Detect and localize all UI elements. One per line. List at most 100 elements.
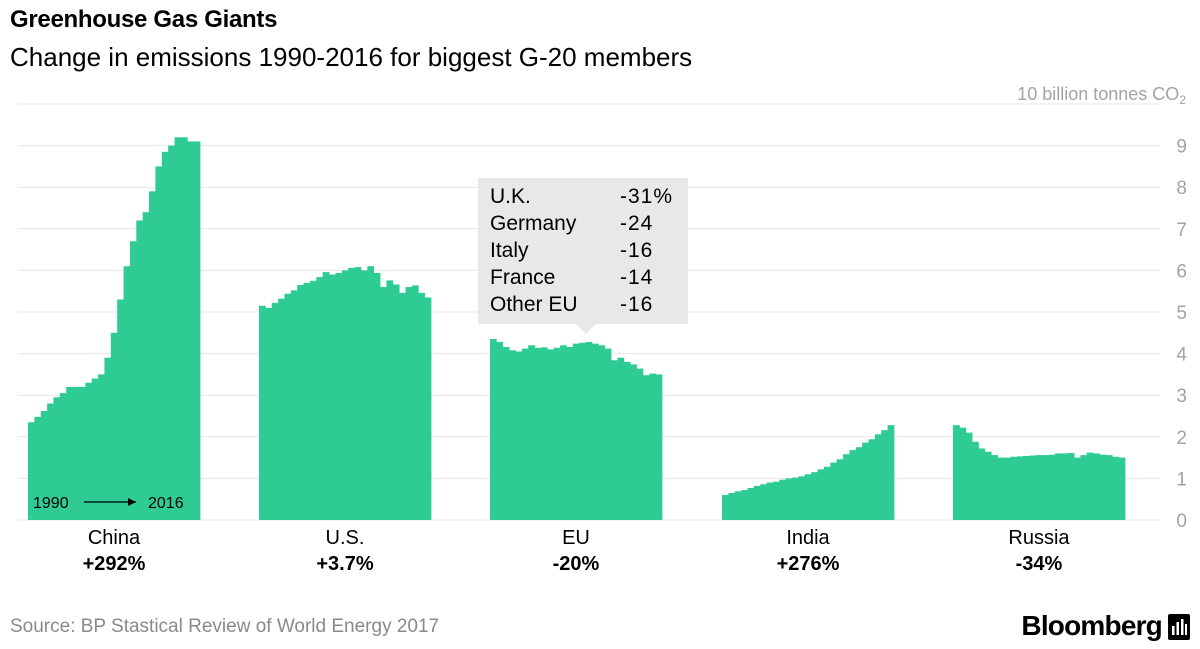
- bar: [53, 397, 61, 520]
- callout-row-value: -16: [620, 239, 653, 262]
- bar: [1086, 452, 1094, 520]
- bar: [722, 495, 729, 520]
- bar: [34, 416, 42, 520]
- category-label: U.S.: [326, 527, 365, 549]
- bar: [649, 373, 657, 520]
- year-end-label: 2016: [148, 495, 184, 512]
- bar: [772, 481, 780, 520]
- bar: [630, 364, 637, 520]
- bar: [843, 454, 850, 520]
- bar: [149, 191, 156, 521]
- bar: [753, 485, 761, 520]
- y-tick-label: 3: [1176, 386, 1187, 407]
- bar: [817, 469, 825, 520]
- bar: [271, 302, 279, 520]
- bar: [490, 339, 497, 520]
- bar: [779, 479, 787, 520]
- bar: [290, 290, 298, 520]
- y-tick-label: 1: [1176, 469, 1187, 490]
- year-start-label: 1990: [33, 495, 69, 512]
- bar: [496, 341, 504, 520]
- bar: [85, 382, 93, 520]
- bar: [572, 343, 580, 520]
- callout-row-label: France: [490, 266, 555, 289]
- bar: [1003, 457, 1011, 520]
- bar: [297, 284, 304, 520]
- bar: [785, 478, 793, 520]
- bar: [136, 220, 144, 521]
- bar: [1112, 456, 1120, 520]
- bar: [1118, 457, 1126, 520]
- bloomberg-logo: Bloomberg: [1021, 610, 1162, 641]
- bar: [117, 299, 124, 520]
- bar: [1054, 453, 1062, 520]
- bar: [604, 348, 612, 520]
- bar: [509, 350, 516, 520]
- bar: [1074, 457, 1081, 520]
- bar: [411, 285, 419, 520]
- change-label: +292%: [83, 553, 146, 575]
- bar: [585, 341, 593, 520]
- bar: [187, 141, 195, 520]
- bloomberg-terminal-icon: [1168, 614, 1190, 640]
- bar: [591, 343, 599, 520]
- bar: [129, 241, 137, 520]
- bar: [811, 472, 818, 520]
- y-tick-label: 0: [1176, 511, 1187, 532]
- callout-row-label: Italy: [490, 239, 529, 262]
- bar: [259, 305, 266, 520]
- bar: [278, 298, 285, 520]
- bar: [174, 137, 182, 520]
- bar: [984, 451, 992, 520]
- bar: [887, 425, 895, 520]
- bar: [1048, 454, 1056, 520]
- bar: [59, 393, 67, 520]
- callout-row-label: U.K.: [490, 185, 531, 208]
- bar: [540, 347, 548, 520]
- y-tick-label: 4: [1176, 345, 1187, 366]
- bar: [959, 427, 967, 520]
- bar: [380, 287, 387, 520]
- bar: [836, 459, 844, 520]
- y-tick-label: 2: [1176, 428, 1187, 449]
- bar: [360, 270, 368, 520]
- bar: [1010, 456, 1018, 520]
- bar: [1080, 455, 1088, 520]
- bar: [28, 422, 35, 520]
- bar: [830, 462, 838, 520]
- year-arrow-head: [128, 498, 136, 506]
- bar: [123, 266, 131, 520]
- bar: [91, 378, 99, 520]
- bar: [1099, 454, 1107, 520]
- bar: [636, 368, 644, 520]
- bar: [1023, 455, 1030, 520]
- bar: [1093, 453, 1100, 520]
- bar: [502, 346, 510, 520]
- bar: [566, 346, 574, 520]
- bar: [180, 137, 188, 520]
- bar: [521, 348, 529, 520]
- bar: [534, 347, 542, 520]
- bar: [354, 267, 362, 520]
- callout-row-value: -16: [620, 293, 653, 316]
- bar: [155, 166, 163, 520]
- callout-row-label: Other EU: [490, 293, 578, 316]
- bar: [972, 441, 979, 520]
- bar: [598, 345, 606, 520]
- bar: [623, 361, 631, 520]
- y-tick-label: 8: [1176, 178, 1187, 199]
- source-note: Source: BP Stastical Review of World Ene…: [10, 616, 440, 637]
- bar: [348, 267, 355, 520]
- chart-title: Greenhouse Gas Giants: [10, 6, 278, 33]
- bar: [168, 145, 175, 520]
- change-label: +276%: [777, 553, 840, 575]
- bar: [367, 266, 375, 520]
- bar: [823, 466, 831, 520]
- bar: [804, 474, 812, 520]
- callout-row-value: -14: [620, 266, 653, 289]
- bar: [1029, 455, 1037, 520]
- bar: [953, 425, 960, 520]
- bar: [579, 342, 586, 520]
- bar: [104, 357, 112, 520]
- bar: [862, 442, 869, 520]
